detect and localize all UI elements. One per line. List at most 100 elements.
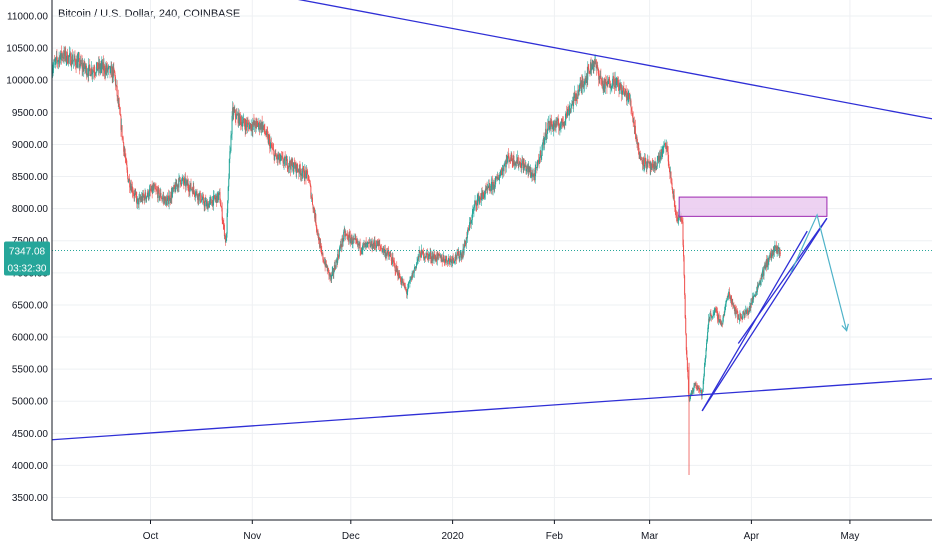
candle-body xyxy=(676,216,678,218)
candle-body xyxy=(270,143,272,147)
candle-body xyxy=(443,256,445,260)
candle-body xyxy=(305,170,307,179)
candle-body xyxy=(771,252,773,254)
trend-line[interactable] xyxy=(216,0,932,120)
candle-body xyxy=(661,152,663,157)
candle-body xyxy=(493,181,495,185)
candle-body xyxy=(631,107,633,111)
candle-body xyxy=(551,124,553,126)
candle-body xyxy=(496,177,498,179)
candle-body xyxy=(297,168,299,172)
candle-body xyxy=(52,70,54,74)
candle-body xyxy=(352,238,354,244)
candle-body xyxy=(659,155,661,160)
candle-body xyxy=(460,253,462,259)
candle-body xyxy=(435,255,437,261)
candle-body xyxy=(89,68,91,76)
candle-body xyxy=(84,62,86,69)
candle-body xyxy=(745,312,747,314)
candle-body xyxy=(216,192,218,203)
candle-body xyxy=(101,62,103,66)
candle-body xyxy=(414,266,416,269)
candle-body xyxy=(729,295,731,299)
candle-body xyxy=(437,253,439,255)
candle-body xyxy=(462,248,464,258)
candle-body xyxy=(194,194,196,197)
candle-body xyxy=(198,194,200,201)
candle-body xyxy=(547,122,549,130)
candle-body xyxy=(334,268,336,270)
candle-body xyxy=(464,240,466,248)
candle-body xyxy=(423,251,425,259)
candle-body xyxy=(696,385,698,387)
candle-body xyxy=(401,281,403,284)
candle-body xyxy=(332,269,334,272)
candle-body xyxy=(211,200,213,206)
candle-body xyxy=(533,173,535,177)
candle-body xyxy=(250,123,252,130)
candle-body xyxy=(78,58,80,68)
trend-line[interactable] xyxy=(51,378,932,441)
candle-body xyxy=(255,121,257,129)
candle-body xyxy=(164,197,166,205)
candle-body xyxy=(131,186,133,192)
candle-body xyxy=(743,313,745,316)
drawings[interactable] xyxy=(51,0,932,441)
candle-body xyxy=(404,286,406,288)
candle-body xyxy=(338,256,340,258)
candle-body xyxy=(240,121,242,125)
candle-body xyxy=(333,271,335,274)
candle-body xyxy=(203,197,205,204)
candles xyxy=(51,45,781,476)
candle-body xyxy=(99,64,101,69)
trend-line[interactable] xyxy=(737,217,828,344)
candle-body xyxy=(435,255,437,261)
candle-body xyxy=(347,235,349,240)
candle-body xyxy=(483,194,485,199)
candle-body xyxy=(606,81,608,87)
candle-body xyxy=(753,295,755,300)
candle-body xyxy=(757,285,759,287)
candle-body xyxy=(58,59,60,62)
candle-body xyxy=(241,121,243,127)
candle-body xyxy=(89,64,91,69)
candle-body xyxy=(673,195,675,201)
resistance-zone[interactable] xyxy=(678,196,828,217)
candle-body xyxy=(684,295,686,318)
candle-body xyxy=(588,68,590,71)
candle-body xyxy=(351,236,353,244)
candle-body xyxy=(604,80,606,89)
candle-body xyxy=(133,194,135,197)
candle-body xyxy=(302,167,304,169)
candle-body xyxy=(65,58,67,60)
candle-body xyxy=(249,124,251,130)
candle-body xyxy=(165,197,167,200)
candle-body xyxy=(64,50,66,56)
candle-body xyxy=(744,311,746,316)
candle-body xyxy=(275,153,277,157)
candle-body xyxy=(260,123,262,128)
candle-body xyxy=(341,246,343,248)
y-tick-label: 4000.00 xyxy=(12,461,49,472)
candle-body xyxy=(398,272,400,279)
candle-body xyxy=(660,149,662,156)
candle-body xyxy=(599,75,601,78)
candle-body xyxy=(612,76,614,86)
candle-body xyxy=(625,88,627,95)
candle-body xyxy=(419,252,421,258)
candle-body xyxy=(95,72,97,74)
candle-body xyxy=(145,197,147,199)
candle-body xyxy=(626,95,628,102)
candle-body xyxy=(316,227,318,231)
candle-body xyxy=(577,90,579,96)
candle-body xyxy=(303,177,305,179)
candle-body xyxy=(537,160,539,161)
candle-body xyxy=(552,124,554,130)
candle-body xyxy=(411,273,413,280)
candle-body xyxy=(301,172,303,176)
trend-line[interactable] xyxy=(701,217,828,412)
candle-body xyxy=(281,156,283,158)
candle-body xyxy=(704,362,706,367)
projection-arrow[interactable] xyxy=(790,213,848,331)
